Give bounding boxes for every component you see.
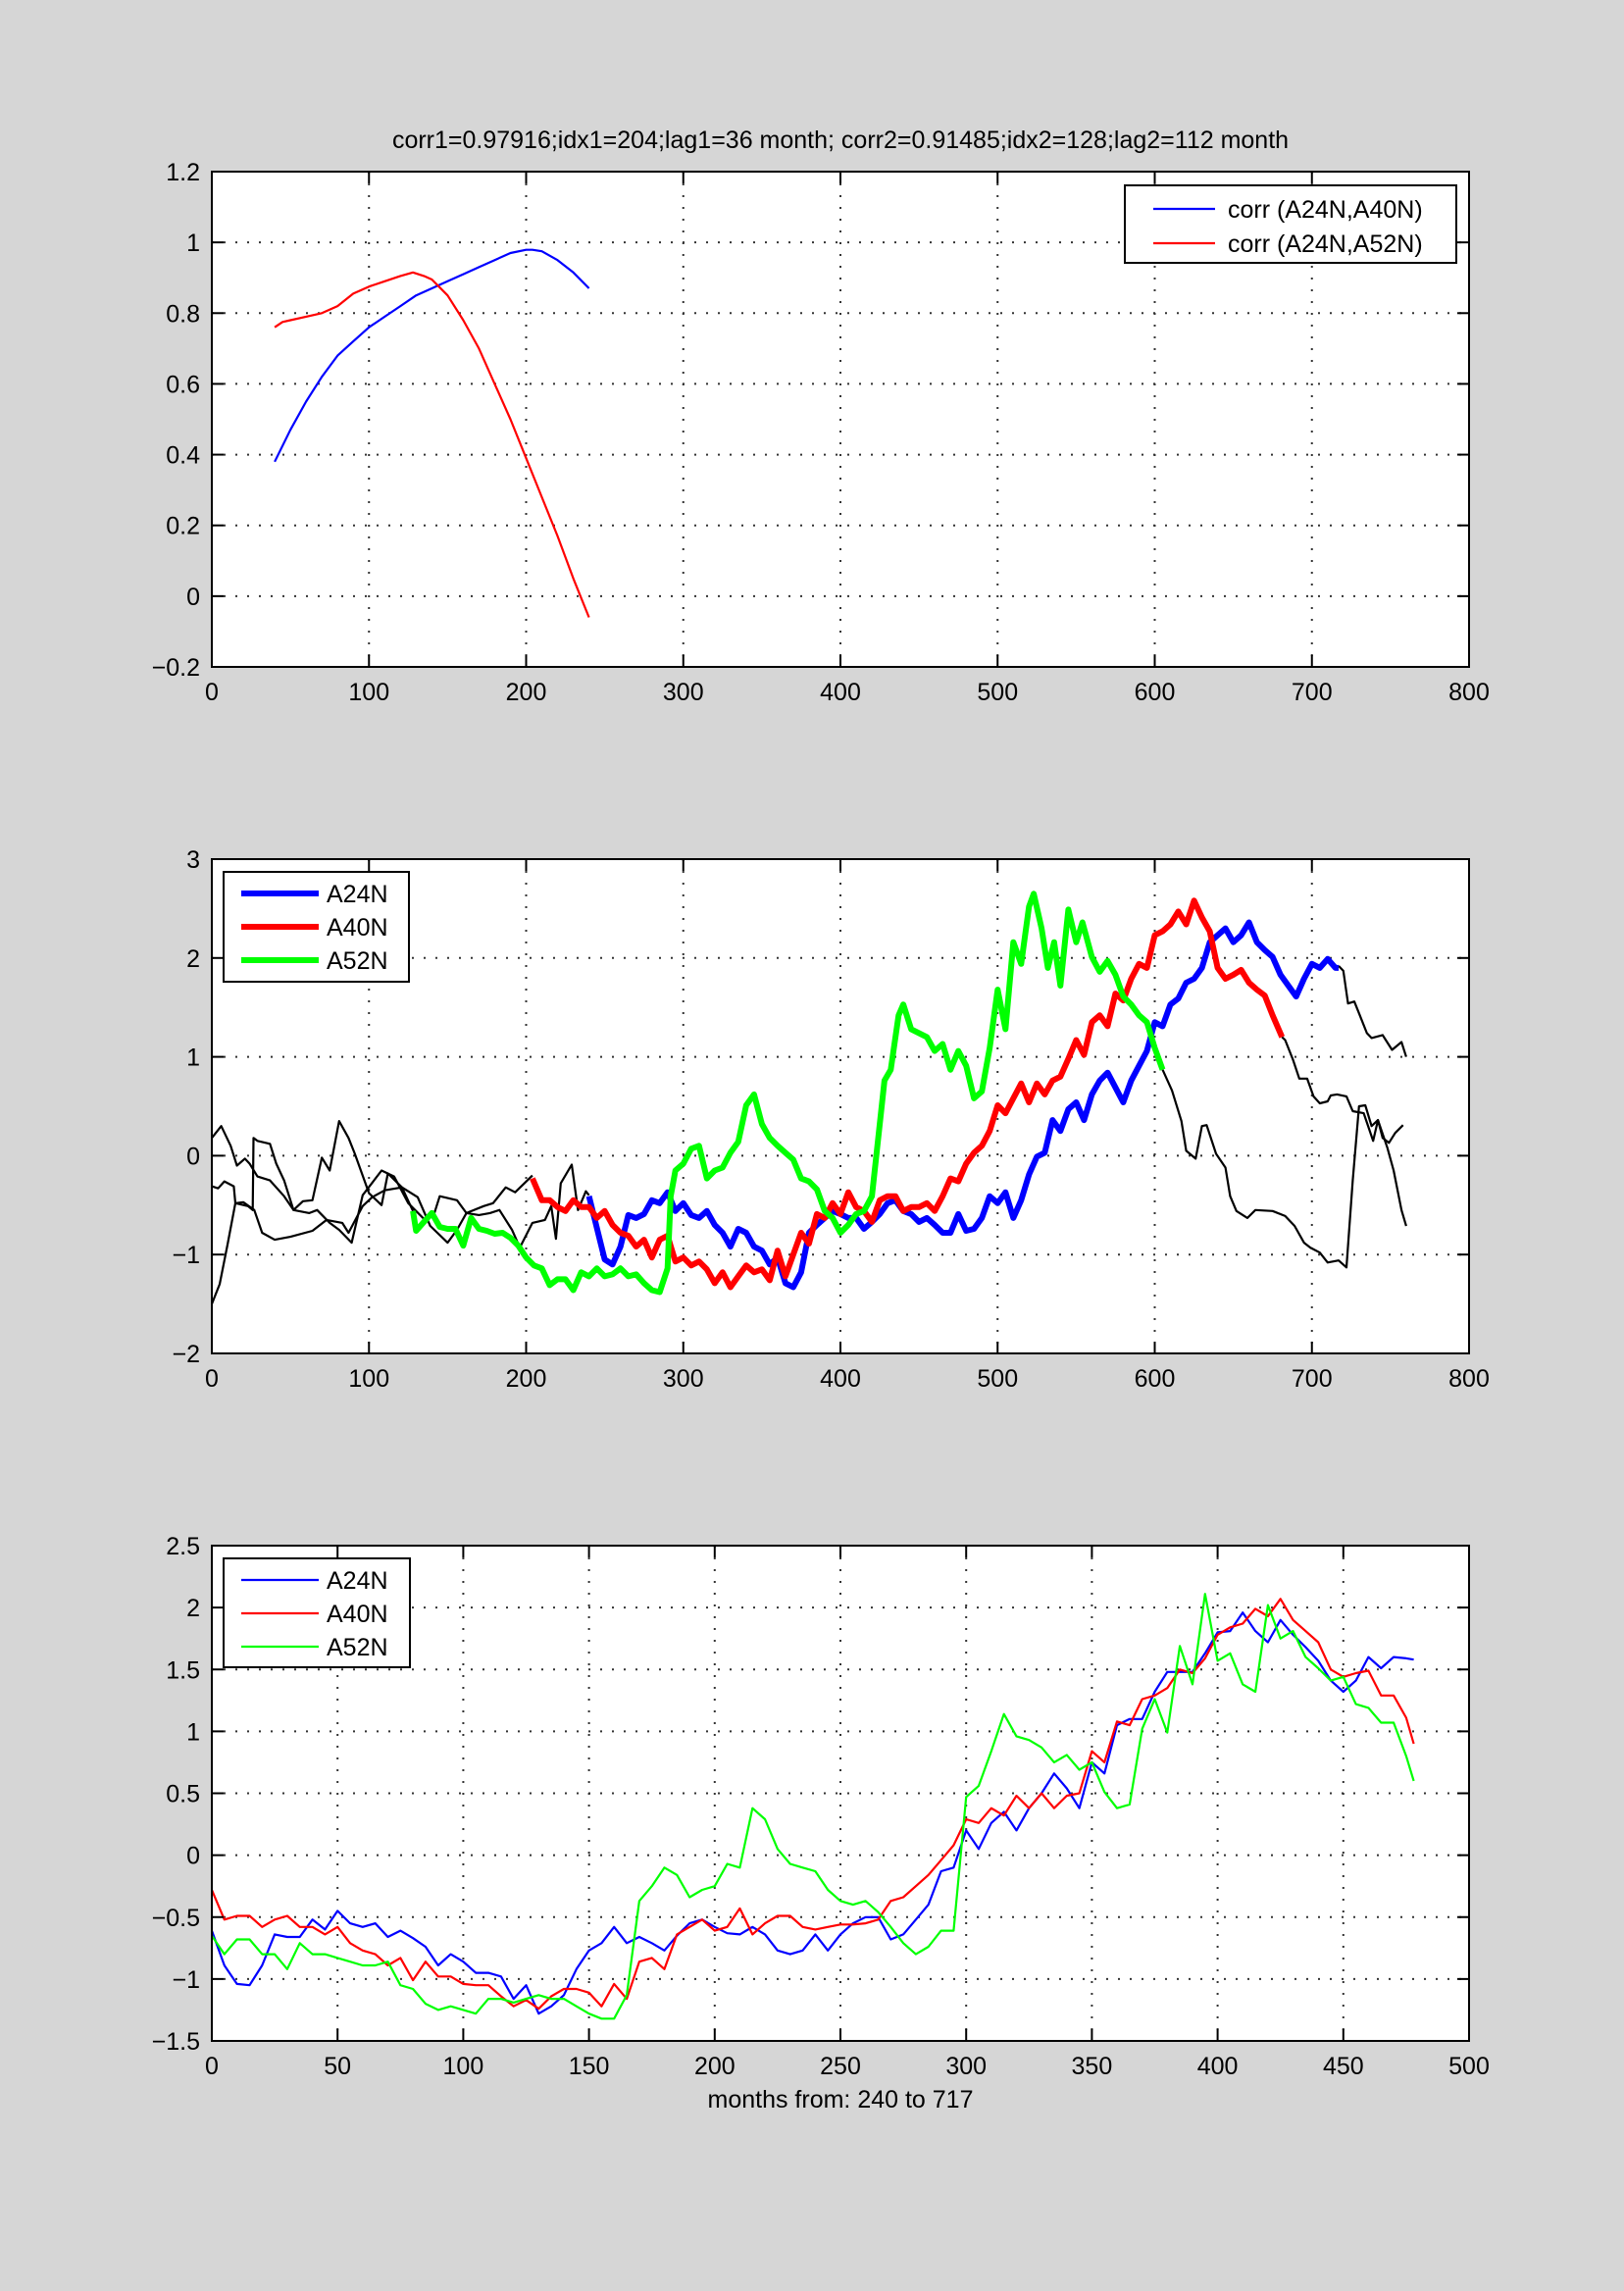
x-tick-label: 200: [506, 679, 547, 706]
y-tick-label: 2.5: [166, 1533, 200, 1560]
subplot-1: 0 100 200 300 400 500 600 700 800−0.200.20.40.60…: [152, 127, 1490, 706]
x-tick-label: 500: [977, 679, 1018, 706]
y-tick-label: −0.2: [152, 654, 200, 682]
series-line-black-1: [1161, 1069, 1407, 1269]
legend-box: [1124, 184, 1457, 264]
y-tick-label: 0.4: [166, 442, 200, 470]
y-tick-label: 2: [186, 1595, 200, 1622]
x-tick-label: 50: [324, 2053, 351, 2080]
series-group: [212, 891, 1407, 1305]
y-tick-label: 1: [186, 1044, 200, 1072]
x-axis-label: months from: 240 to 717: [708, 2086, 974, 2113]
legend-label: A40N: [327, 1601, 388, 1628]
x-tick-label: 200: [506, 1365, 547, 1393]
y-tick-label: −2: [172, 1341, 200, 1368]
y-tick-label: 0.5: [166, 1781, 200, 1808]
x-tick-label: 800: [1448, 679, 1490, 706]
legend-label: A40N: [327, 914, 388, 942]
legend: corr (A24N,A40N) corr (A24N,A52N): [1124, 184, 1457, 264]
x-tick-label: 450: [1323, 2053, 1364, 2080]
legend: A24N A40N A52N: [223, 871, 410, 983]
x-tick-label: 350: [1072, 2053, 1113, 2080]
series-line-black-3: [1281, 1036, 1404, 1145]
x-tick-label: 0: [205, 679, 219, 706]
y-tick-label: 0: [186, 584, 200, 611]
subplot-2: 0 100 200 300 400 500 600 700 800 −2 −1 0 1 2 3 A24N A40…: [172, 846, 1489, 1393]
y-tick-label: −0.5: [152, 1905, 200, 1932]
legend-item: A52N: [241, 947, 388, 975]
y-tick-label: 0.6: [166, 371, 200, 398]
x-tick-label: 700: [1292, 1365, 1333, 1393]
x-tick-label: 800: [1448, 1365, 1490, 1393]
x-tick-label: 300: [663, 679, 704, 706]
legend-label: corr (A24N,A52N): [1228, 230, 1423, 258]
x-tick-label: 250: [820, 2053, 861, 2080]
series-line-black-5: [1338, 965, 1407, 1057]
x-tick-label: 500: [977, 1365, 1018, 1393]
series-group: [212, 1593, 1415, 2020]
y-tick-label: 1: [186, 229, 200, 257]
y-tick-label: 2: [186, 945, 200, 973]
series-line-corr-a24n-a40n-: [274, 248, 590, 463]
series-line-black-4: [212, 1137, 590, 1249]
legend-item: A24N: [241, 1567, 388, 1595]
series-line-a24n: [212, 1611, 1414, 2015]
x-tick-label: 400: [820, 679, 861, 706]
x-tick-label: 400: [1197, 2053, 1239, 2080]
series-line-black-0: [212, 1186, 415, 1305]
y-tick-label: −1: [172, 1966, 200, 1994]
legend-label: A24N: [327, 881, 388, 908]
subplot-3: 0 50 100 150 200 250 300 350 400 450 500 −1.5 −1 −0.5…: [152, 1533, 1490, 2113]
x-tick-label: 100: [443, 2053, 484, 2080]
x-tick-label: 100: [348, 1365, 389, 1393]
y-tick-label: −1.5: [152, 2028, 200, 2056]
legend-label: corr (A24N,A40N): [1228, 196, 1423, 224]
series-group: [274, 248, 590, 618]
y-tick-label: 1: [186, 1718, 200, 1746]
series-line-corr-a24n-a52n-: [274, 271, 590, 618]
legend-item: A40N: [241, 914, 388, 942]
y-tick-label: 3: [186, 846, 200, 874]
legend-item: A52N: [241, 1634, 388, 1661]
legend: A24N A40N A52N: [223, 1557, 411, 1668]
x-tick-label: 200: [694, 2053, 736, 2080]
x-tick-label: 600: [1135, 679, 1176, 706]
series-line-a24n: [585, 919, 1339, 1291]
x-tick-label: 150: [569, 2053, 610, 2080]
series-line-a52n: [410, 891, 1166, 1296]
legend-label: A52N: [327, 947, 388, 975]
x-tick-label: 300: [663, 1365, 704, 1393]
x-tick-label: 600: [1135, 1365, 1176, 1393]
chart-title: corr1=0.97916;idx1=204;lag1=36 month; co…: [392, 127, 1289, 154]
x-tick-label: 0: [205, 2053, 219, 2080]
series-line-a40n: [530, 897, 1286, 1291]
x-tick-label: 100: [348, 679, 389, 706]
y-tick-label: 0.8: [166, 300, 200, 328]
x-tick-label: 0: [205, 1365, 219, 1393]
x-tick-label: 300: [945, 2053, 987, 2080]
y-tick-label: 0.2: [166, 513, 200, 540]
y-tick-label: 0: [186, 1143, 200, 1170]
legend-item: A40N: [241, 1601, 388, 1628]
x-tick-label: 500: [1448, 2053, 1490, 2080]
y-tick-label: −1: [172, 1242, 200, 1269]
y-tick-label: 1.2: [166, 159, 200, 186]
x-tick-label: 700: [1292, 679, 1333, 706]
x-tick-label: 400: [820, 1365, 861, 1393]
legend-label: A24N: [327, 1567, 388, 1595]
series-line-a52n: [212, 1593, 1415, 2020]
legend-item: corr (A24N,A40N): [1153, 196, 1423, 224]
series-line-a40n: [212, 1598, 1415, 2011]
legend-item: A24N: [241, 881, 388, 908]
legend-item: corr (A24N,A52N): [1153, 230, 1423, 258]
legend-label: A52N: [327, 1634, 388, 1661]
y-tick-label: 1.5: [166, 1656, 200, 1684]
y-tick-label: 0: [186, 1843, 200, 1870]
